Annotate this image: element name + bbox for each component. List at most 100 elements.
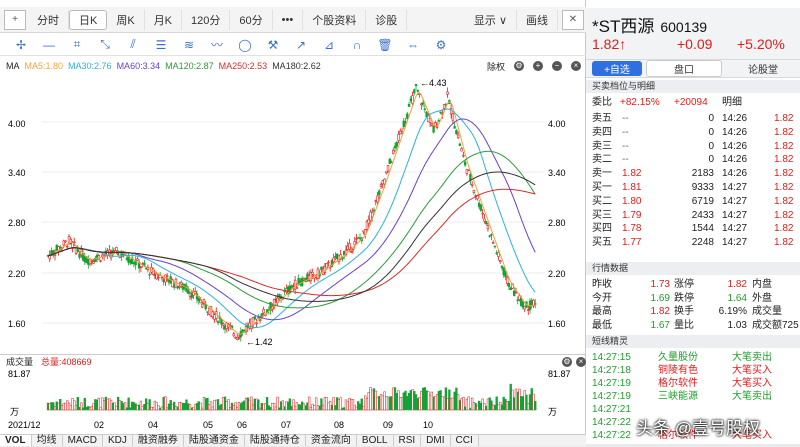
candle-body: [372, 209, 376, 212]
detail-time: 14:26: [722, 168, 748, 180]
genie-item[interactable]: 14:27:19 三峡能源 大笔卖出: [592, 390, 800, 403]
close-panel-icon[interactable]: ×: [571, 61, 581, 71]
genie-item[interactable]: 14:27:22 格尔软件 大笔买入: [592, 429, 800, 442]
tab-timeshare[interactable]: 分时: [28, 9, 69, 30]
detail-time: 14:26: [722, 126, 748, 138]
crop-tool-icon[interactable]: ⌗: [73, 37, 81, 51]
tab-120min[interactable]: 120分: [182, 9, 231, 30]
tab-60min[interactable]: 60分: [230, 9, 273, 30]
wave-tool-icon[interactable]: 〰: [210, 38, 223, 52]
tab-monthly-k[interactable]: 月K: [145, 9, 183, 30]
genie-item[interactable]: 14:27:15 久量股份 大笔卖出: [592, 351, 800, 364]
tab-northbound-holding[interactable]: 陆股通持仓: [245, 435, 306, 446]
candle-body: [139, 266, 143, 269]
pan-toggle-button[interactable]: +: [4, 9, 26, 30]
candle-body: [472, 189, 476, 193]
fib-tool-icon[interactable]: ☰: [155, 37, 167, 52]
line-tool-icon[interactable]: —: [43, 37, 55, 52]
parallel-tool-icon[interactable]: ⫽: [130, 37, 136, 51]
tab-macd[interactable]: MACD: [63, 435, 104, 446]
more-periods-button[interactable]: •••: [273, 9, 304, 30]
genie-time: 14:27:22: [592, 417, 631, 428]
tab-diagnosis[interactable]: 诊股: [366, 9, 408, 30]
add-watchlist-button[interactable]: +自选: [592, 61, 642, 76]
candle-body: [497, 252, 500, 257]
price-axis-left-4: 1.60: [8, 319, 26, 329]
genie-item[interactable]: 14:27:22: [592, 416, 800, 429]
tab-dmi[interactable]: DMI: [421, 435, 451, 446]
tab-ma[interactable]: 均线: [32, 435, 63, 446]
channel-tool-icon[interactable]: ≋: [183, 37, 195, 52]
candle-body: [53, 253, 57, 256]
level-volume: 1544: [691, 223, 714, 235]
tab-boll[interactable]: BOLL: [357, 435, 394, 446]
short-term-genie-header: 短线精灵: [586, 335, 800, 348]
tab-kdj[interactable]: KDJ: [103, 435, 133, 446]
crosshair-icon[interactable]: ✢: [15, 37, 27, 52]
candle-body: [211, 311, 214, 318]
period-toolbar: + 分时 日K 周K 月K 120分 60分 ••• 个股资料 诊股 显示 ∨ …: [0, 7, 586, 33]
ruler-tool-icon[interactable]: ⊿: [323, 37, 335, 52]
drawing-tools-bar: ✢ — ⌗ ⤡ ⫽ ☰ ≋ 〰 ◯ ⚒ ↗ ⊿ ∩ 🗑 ⇔ ⚙: [0, 34, 586, 56]
expand-icon[interactable]: ⇔: [407, 37, 419, 52]
trash-icon[interactable]: 🗑: [377, 37, 393, 52]
tab-cci[interactable]: CCI: [451, 435, 479, 446]
magnet-icon[interactable]: ∩: [352, 37, 362, 52]
tab-stock-profile[interactable]: 个股资料: [303, 9, 367, 30]
level-name: 买五: [592, 237, 612, 249]
candle-body: [458, 143, 462, 147]
level-volume: 9333: [691, 182, 714, 193]
settings-icon[interactable]: ⚙: [514, 61, 524, 71]
genie-stock: 三峡能源: [658, 391, 698, 402]
candle-body: [272, 299, 276, 308]
ray-tool-icon[interactable]: ⤡: [100, 37, 110, 51]
detail-price: 1.82: [774, 223, 794, 235]
zoom-in-icon[interactable]: +: [533, 61, 543, 71]
tab-vol[interactable]: VOL: [0, 435, 32, 446]
tab-forum[interactable]: 论股堂: [748, 65, 778, 76]
market-row: 昨收 1.73 涨停 1.82 内盘: [592, 278, 800, 291]
tab-capital-flow[interactable]: 资金流向: [306, 435, 357, 446]
circle-tool-icon[interactable]: ◯: [238, 37, 252, 52]
genie-item[interactable]: 14:27:21: [592, 403, 800, 416]
detail-link[interactable]: 明细: [722, 97, 742, 108]
candle-body: [367, 219, 370, 224]
candle-body: [253, 316, 257, 320]
detail-time: 14:27: [722, 237, 748, 249]
candle-body: [353, 241, 356, 246]
rights-dropdown[interactable]: 除权: [486, 61, 505, 72]
detail-time: 14:26: [722, 113, 748, 124]
tab-order-book[interactable]: 盘口: [646, 60, 722, 77]
settings-gear-icon[interactable]: ⚙: [435, 37, 447, 52]
genie-item[interactable]: 14:27:18 铜陵有色 大笔买入: [592, 364, 800, 377]
genie-action: 大笔卖出: [732, 391, 772, 402]
tab-rsi[interactable]: RSI: [394, 435, 422, 446]
candle-body: [348, 243, 351, 250]
ask-row: 卖四 -- 0 14:26 1.82: [592, 126, 800, 139]
genie-item[interactable]: 14:27:19 格尔软件 大笔买入: [592, 377, 800, 390]
candle-body: [446, 91, 449, 95]
volume-close-icon[interactable]: ×: [576, 356, 586, 367]
detail-price: 1.82: [774, 237, 794, 249]
display-dropdown[interactable]: 显示 ∨: [465, 9, 517, 30]
candle-body: [393, 145, 397, 149]
volume-settings-icon[interactable]: ⚙: [562, 356, 572, 367]
hammer-tool-icon[interactable]: ⚒: [267, 37, 279, 52]
tab-daily-k[interactable]: 日K: [69, 9, 108, 30]
market-value-b: 6.19%: [718, 306, 747, 317]
chart-panel: + 分时 日K 周K 月K 120分 60分 ••• 个股资料 诊股 显示 ∨ …: [0, 0, 586, 446]
zoom-out-icon[interactable]: −: [552, 61, 562, 71]
tab-margin[interactable]: 融资融券: [133, 435, 184, 446]
date-label-7: 09: [383, 420, 393, 430]
date-label-2: 04: [148, 420, 158, 430]
tab-northbound-flow[interactable]: 陆股通资金: [184, 435, 245, 446]
candle-body: [332, 257, 335, 263]
tab-weekly-k[interactable]: 周K: [107, 9, 145, 30]
draw-line-button[interactable]: 画线: [517, 9, 558, 30]
candle-body: [491, 242, 495, 244]
kline-chart[interactable]: 4.00 3.40 2.80 2.20 1.60 4.00 3.40 2.80 …: [0, 0, 586, 444]
level-name: 卖三: [592, 140, 612, 152]
close-icon[interactable]: ✕: [562, 9, 584, 30]
arrow-tool-icon[interactable]: ↗: [295, 37, 307, 52]
volume-bar: [52, 402, 55, 411]
